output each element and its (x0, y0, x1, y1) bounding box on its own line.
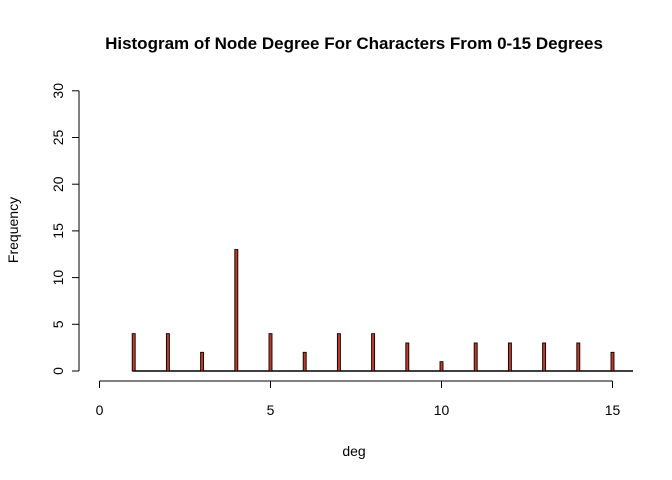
y-tick-label: 5 (50, 320, 66, 328)
histogram-bar (542, 342, 547, 372)
y-tick-label: 15 (50, 223, 66, 239)
histogram-bar (439, 361, 444, 372)
y-axis-label: Frequency (5, 197, 21, 263)
y-tick-label: 30 (50, 83, 66, 99)
y-tick-label: 0 (50, 367, 66, 375)
histogram-bar (507, 342, 512, 372)
x-tick-label: 5 (267, 402, 275, 418)
histogram-bar (610, 351, 615, 372)
chart-title: Histogram of Node Degree For Characters … (105, 34, 603, 53)
x-tick-label: 0 (96, 402, 104, 418)
histogram-bar (165, 333, 170, 372)
histogram-bar (302, 351, 307, 372)
histogram-bar (131, 333, 136, 372)
histogram-bar (336, 333, 341, 372)
histogram-bar (405, 342, 410, 372)
y-tick-label: 20 (50, 176, 66, 192)
y-tick-label: 25 (50, 130, 66, 146)
x-tick-label: 15 (605, 402, 621, 418)
histogram-bar (200, 351, 205, 372)
histogram-bar (576, 342, 581, 372)
histogram-bar (234, 249, 239, 372)
y-axis: 0 5 10 15 20 25 30 (50, 83, 80, 375)
histogram-bar (371, 333, 376, 372)
bars-group (131, 249, 634, 372)
x-axis-label: deg (342, 443, 365, 459)
histogram-bar (473, 342, 478, 372)
histogram-bar (268, 333, 273, 372)
x-tick-label: 10 (434, 402, 450, 418)
y-tick-label: 10 (50, 270, 66, 286)
x-axis: 0 5 10 15 (96, 380, 621, 418)
